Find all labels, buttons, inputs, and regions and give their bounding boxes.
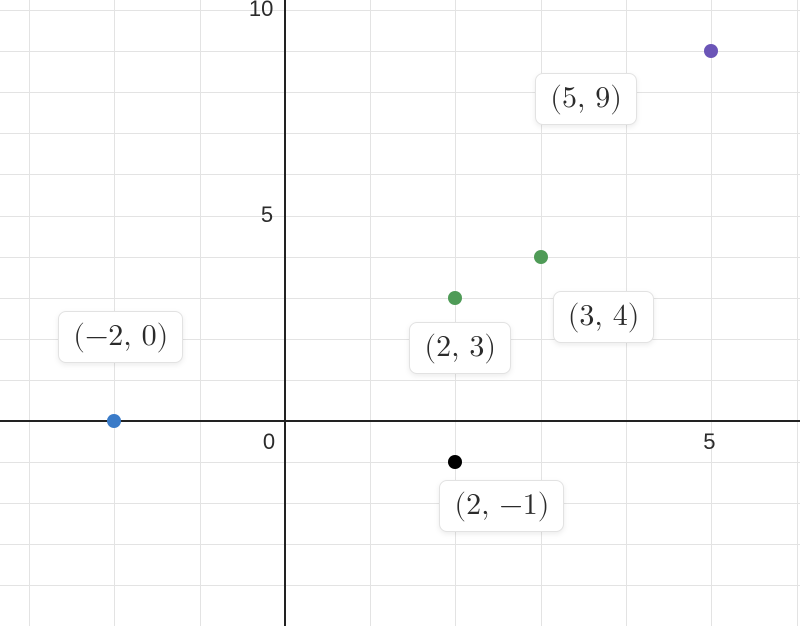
gridline-vertical: [455, 0, 456, 626]
scatter-point: [704, 44, 718, 58]
y-tick-label: 5: [261, 202, 273, 228]
gridline-vertical: [711, 0, 712, 626]
gridline-vertical: [29, 0, 30, 626]
gridline-horizontal: [0, 92, 800, 93]
gridline-horizontal: [0, 462, 800, 463]
y-axis: [284, 0, 286, 626]
gridline-horizontal: [0, 174, 800, 175]
origin-label: 0: [263, 429, 275, 455]
scatter-point: [534, 250, 548, 264]
gridline-horizontal: [0, 585, 800, 586]
point-label: (2, 3): [409, 322, 511, 374]
scatter-chart: 0 5 5 10 (−2, 0) (2, 3) (3, 4) (5, 9) (2, −1): [0, 0, 800, 626]
gridline-horizontal: [0, 544, 800, 545]
gridline-vertical: [200, 0, 201, 626]
gridline-vertical: [797, 0, 798, 626]
point-label: (5, 9): [535, 73, 637, 125]
gridline-vertical: [370, 0, 371, 626]
x-tick-label: 5: [703, 429, 715, 455]
point-label: (−2, 0): [58, 311, 183, 363]
scatter-point: [448, 291, 462, 305]
point-label: (3, 4): [553, 291, 655, 343]
gridline-horizontal: [0, 51, 800, 52]
point-label: (2, −1): [439, 480, 564, 532]
gridline-horizontal: [0, 10, 800, 11]
gridline-horizontal: [0, 380, 800, 381]
scatter-point: [448, 455, 462, 469]
gridline-horizontal: [0, 133, 800, 134]
scatter-point: [107, 414, 121, 428]
y-tick-label: 10: [249, 0, 273, 22]
gridline-horizontal: [0, 503, 800, 504]
gridline-horizontal: [0, 216, 800, 217]
gridline-horizontal: [0, 257, 800, 258]
gridline-horizontal: [0, 298, 800, 299]
